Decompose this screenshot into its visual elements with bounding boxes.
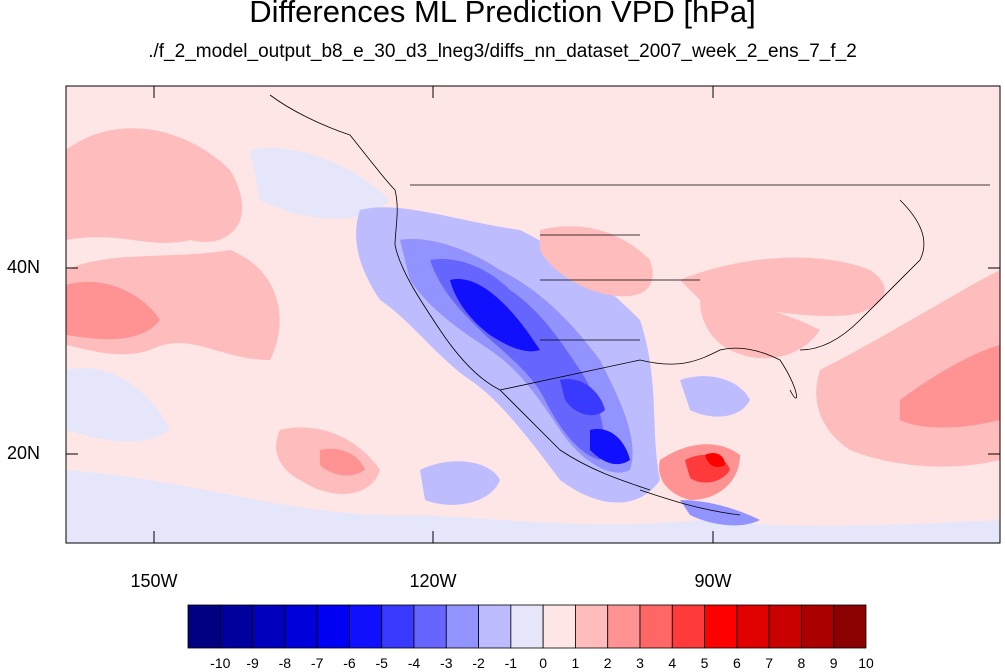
colorbar-swatch (639, 604, 673, 649)
colorbar-label: 4 (668, 655, 677, 671)
lon-tick-label: 120W (409, 571, 457, 591)
colorbar-label: 5 (700, 655, 709, 671)
colorbar-swatch (607, 604, 641, 649)
colorbar-label: 2 (603, 655, 612, 671)
colorbar-swatch (445, 604, 479, 649)
colorbar-swatch (575, 604, 609, 649)
colorbar-swatch (833, 604, 867, 649)
colorbar-label: 9 (829, 655, 838, 671)
tick-marks (66, 86, 1000, 543)
lon-tick-label: 150W (130, 571, 178, 591)
colorbar-swatch (801, 604, 835, 649)
colorbar-label: 3 (636, 655, 644, 671)
colorbar-label: -7 (310, 655, 324, 671)
colorbar-label: 8 (797, 655, 806, 671)
colorbar-swatch (736, 604, 770, 649)
colorbar-swatch (381, 604, 415, 649)
colorbar-swatch (316, 604, 350, 649)
lat-tick-label: 20N (6, 443, 40, 463)
colorbar-swatch (413, 604, 447, 649)
colorbar-label: 0 (539, 655, 548, 671)
colorbar-swatch (219, 604, 253, 649)
colorbar-label: -1 (504, 655, 518, 671)
contour-field (66, 86, 1000, 543)
colorbar-swatch (768, 604, 802, 649)
map-subtitle: ./f_2_model_output_b8_e_30_d3_lneg3/diff… (148, 41, 857, 62)
colorbar-label: -4 (407, 655, 421, 671)
colorbar-label: -5 (375, 655, 388, 671)
colorbar-label: -10 (210, 655, 231, 671)
map-title: Differences ML Prediction VPD [hPa] (249, 0, 756, 29)
colorbar-label: 6 (732, 655, 741, 671)
colorbar-swatch (187, 604, 221, 649)
colorbar-swatch (510, 604, 544, 649)
colorbar-label: -3 (440, 655, 453, 671)
colorbar-swatch (284, 604, 318, 649)
plot-frame (65, 85, 1001, 544)
colorbar-swatch (542, 604, 576, 649)
colorbar-label: 7 (765, 655, 774, 671)
colorbar-label: -9 (246, 655, 259, 671)
lon-tick-label: 90W (694, 571, 732, 591)
colorbar-label: -8 (278, 655, 292, 671)
colorbar-swatch (349, 604, 383, 649)
colorbar-label: 1 (571, 655, 580, 671)
colorbar-label: -6 (343, 655, 356, 671)
colorbar-label: -2 (472, 655, 485, 671)
lat-tick-label: 40N (6, 257, 40, 277)
coastlines (269, 94, 990, 516)
colorbar-swatch (478, 604, 512, 649)
colorbar-swatch (671, 604, 705, 649)
colorbar-swatch (252, 604, 286, 649)
colorbar-label: 10 (858, 655, 874, 671)
colorbar-swatch (704, 604, 738, 649)
